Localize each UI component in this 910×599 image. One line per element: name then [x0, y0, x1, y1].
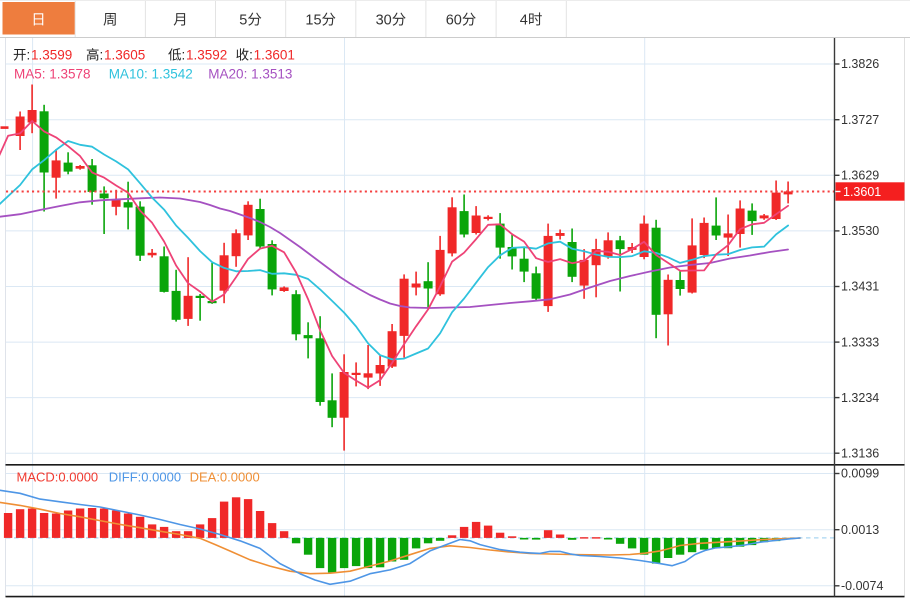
svg-text:1.3333: 1.3333 [841, 335, 879, 349]
svg-text:1.3592: 1.3592 [186, 48, 227, 63]
svg-text:1.3599: 1.3599 [31, 48, 72, 63]
svg-text:MA5: 1.3578 MA10: 1.3542 MA2: MA5: 1.3578 MA10: 1.3542 MA20: 1.3513 [14, 67, 292, 82]
svg-text:1.3601: 1.3601 [843, 185, 881, 199]
svg-text:15: 15 [305, 13, 321, 29]
svg-text:30: 30 [376, 13, 392, 29]
svg-text:1.3629: 1.3629 [841, 169, 879, 183]
svg-text:1.3431: 1.3431 [841, 280, 879, 294]
svg-text:1.3530: 1.3530 [841, 224, 879, 238]
svg-text:60: 60 [446, 13, 462, 29]
svg-text:5: 5 [239, 13, 247, 29]
svg-text::: : [249, 48, 253, 63]
svg-text::: : [100, 48, 104, 63]
svg-text:1.3234: 1.3234 [841, 391, 879, 405]
svg-text:1.3605: 1.3605 [104, 48, 145, 63]
svg-text::: : [27, 48, 31, 63]
svg-text:1.3826: 1.3826 [841, 57, 879, 71]
svg-text:0.0099: 0.0099 [841, 467, 879, 481]
svg-text::: : [182, 48, 186, 63]
svg-text:-0.0074: -0.0074 [841, 579, 883, 593]
svg-text:1.3601: 1.3601 [254, 48, 295, 63]
svg-text:1.3136: 1.3136 [841, 446, 879, 460]
svg-text:0.0013: 0.0013 [841, 523, 879, 537]
svg-text:4: 4 [520, 13, 528, 29]
svg-text:1.3727: 1.3727 [841, 113, 879, 127]
